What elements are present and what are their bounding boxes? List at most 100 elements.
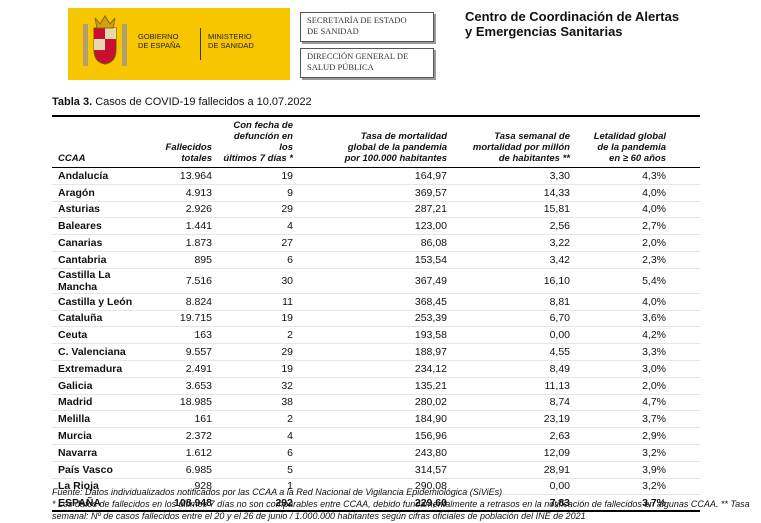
region-name: Cataluña	[52, 310, 150, 328]
cell: 3.653	[150, 377, 218, 395]
logo: GOBIERNO DE ESPAÑA MINISTERIO DE SANIDAD	[68, 8, 290, 80]
cell: 4.913	[150, 184, 218, 202]
cell: 6.985	[150, 461, 218, 479]
cell: 16,10	[455, 268, 578, 294]
cell: 161	[150, 410, 218, 429]
cell: 32	[218, 377, 325, 395]
cell: 9	[218, 184, 325, 202]
data-row: Baleares 1.441 4 123,00 2,56 2,7%	[52, 217, 700, 236]
cell: 928	[150, 478, 218, 496]
region-name: La Rioja	[52, 478, 150, 496]
cell: 367,49	[325, 268, 455, 294]
cell: 6	[218, 251, 325, 269]
cell: 5,4%	[578, 268, 700, 294]
text-line: DE SANIDAD	[208, 41, 254, 50]
cell: 1.612	[150, 444, 218, 462]
header-title: Centro de Coordinación de Alertas y Emerg…	[465, 9, 679, 39]
text-line: DE SANIDAD	[307, 26, 359, 36]
cell: 2,0%	[578, 234, 700, 252]
region-name: Canarias	[52, 234, 150, 252]
cell: 7.516	[150, 268, 218, 294]
cell: 8,49	[455, 360, 578, 378]
data-row: Madrid 18.985 38 280,02 8,74 4,7%	[52, 394, 700, 412]
cell: 164,97	[325, 167, 455, 185]
cell: 895	[150, 251, 218, 269]
data-row: Navarra 1.612 6 243,80 12,09 3,2%	[52, 444, 700, 462]
data-row: Cantabria 895 6 153,54 3,42 2,3%	[52, 251, 700, 269]
cell: 2,0%	[578, 377, 700, 395]
cell: 0,00	[455, 478, 578, 496]
region-name: Castilla y León	[52, 293, 150, 311]
cell: 86,08	[325, 234, 455, 252]
region-name: Andalucía	[52, 167, 150, 185]
cell: 153,54	[325, 251, 455, 269]
column-header: Con fecha de defunción en los últimos 7 dí…	[218, 115, 325, 168]
ministry-name: MINISTERIO DE SANIDAD	[208, 32, 254, 50]
region-name: Asturias	[52, 201, 150, 219]
cell: 8.824	[150, 293, 218, 311]
data-row: Castilla La Mancha 7.516 30 367,49 16,10 5,4%	[52, 268, 700, 294]
cell: 253,39	[325, 310, 455, 328]
cell: 18.985	[150, 394, 218, 412]
header-line: Letalidad global	[593, 131, 666, 142]
cell: 6	[218, 444, 325, 462]
cell: 19	[218, 167, 325, 185]
data-row: Cataluña 19.715 19 253,39 6,70 3,6%	[52, 310, 700, 328]
header-line: Con fecha de	[233, 120, 293, 131]
cell: 2,63	[455, 427, 578, 445]
total-row: ESPAÑA 108.948 292 229,60 7,83 3,7%	[52, 494, 700, 513]
cell: 19.715	[150, 310, 218, 328]
cell: 11,13	[455, 377, 578, 395]
text-line: GOBIERNO	[138, 32, 179, 41]
column-header: Fallecidos totales	[150, 115, 218, 168]
header-line: de habitantes **	[498, 153, 570, 164]
data-row: Ceuta 163 2 193,58 0,00 4,2%	[52, 326, 700, 345]
text-line: SECRETARÍA DE ESTADO	[307, 15, 407, 25]
header-line: global de la pandemia	[347, 142, 447, 153]
cell: 11	[218, 293, 325, 311]
text-line: MINISTERIO	[208, 32, 252, 41]
cell: 193,58	[325, 326, 455, 345]
cell: 314,57	[325, 461, 455, 479]
cell: 12,09	[455, 444, 578, 462]
cell: 290,08	[325, 478, 455, 496]
data-row: La Rioja 928 1 290,08 0,00 3,2%	[52, 478, 700, 496]
header-line: últimos 7 días *	[223, 153, 293, 164]
cell: 3,9%	[578, 461, 700, 479]
text-line: y Emergencias Sanitarias	[465, 24, 623, 39]
cell: 2	[218, 326, 325, 345]
cell: 3,0%	[578, 360, 700, 378]
cell: 9.557	[150, 343, 218, 361]
column-header: Letalidad global de la pandemia en ≥ 60 añ…	[578, 115, 700, 168]
region-name: Extremadura	[52, 360, 150, 378]
cell: 7,83	[455, 494, 578, 513]
column-header: CCAA	[52, 115, 150, 168]
region-name: Cantabria	[52, 251, 150, 269]
cell: 287,21	[325, 201, 455, 219]
header-line: Tasa semanal de	[494, 131, 570, 142]
cell: 123,00	[325, 217, 455, 236]
cell: 29	[218, 343, 325, 361]
cell: 8,81	[455, 293, 578, 311]
cell: 4,7%	[578, 394, 700, 412]
cell: 19	[218, 310, 325, 328]
cell: 28,91	[455, 461, 578, 479]
cell: 156,96	[325, 427, 455, 445]
column-header: Tasa semanal de mortalidad por millón de h…	[455, 115, 578, 168]
caption-label: Tabla 3.	[52, 96, 93, 108]
header-row: CCAA Fallecidos totales Con fecha de defunci…	[52, 115, 700, 168]
text-line: Centro de Coordinación de Alertas	[465, 9, 680, 24]
cell: 29	[218, 201, 325, 219]
cell: 3,3%	[578, 343, 700, 361]
cell: 3,6%	[578, 310, 700, 328]
cell: 2.926	[150, 201, 218, 219]
header-line: Fallecidos	[165, 142, 212, 153]
data-row: País Vasco 6.985 5 314,57 28,91 3,9%	[52, 461, 700, 479]
header-line: por 100.000 habitantes	[344, 153, 447, 164]
region-name: Aragón	[52, 184, 150, 202]
cell: 292	[218, 494, 325, 513]
data-row: Castilla y León 8.824 11 368,45 8,81 4,0%	[52, 293, 700, 311]
cell: 369,57	[325, 184, 455, 202]
cell: 2.372	[150, 427, 218, 445]
